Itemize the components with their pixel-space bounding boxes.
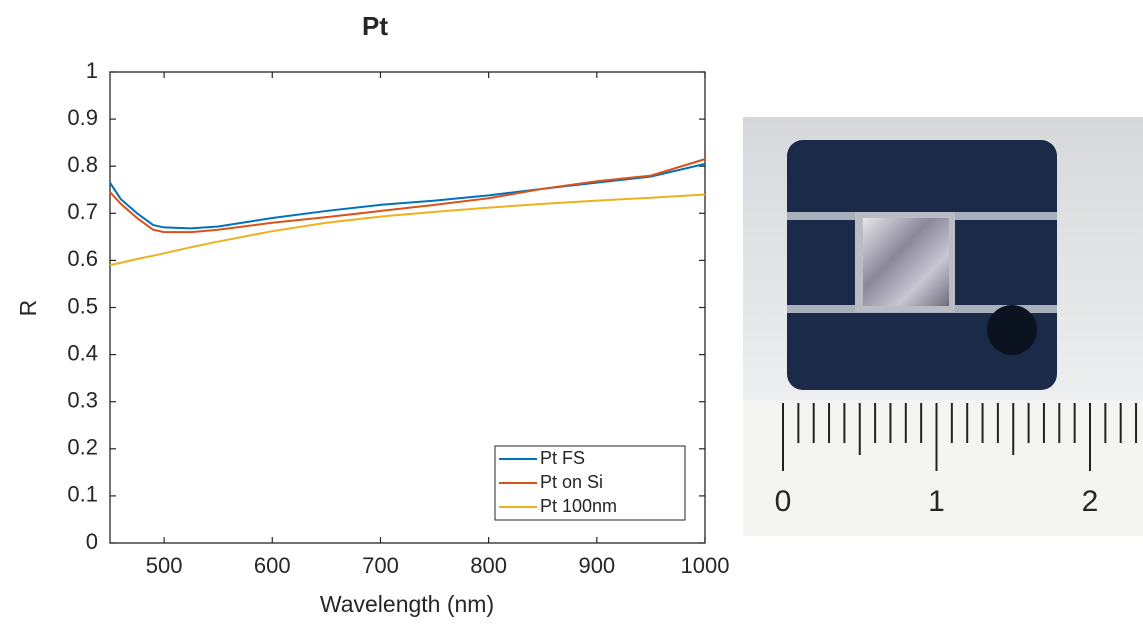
ruler bbox=[743, 400, 1143, 536]
x-tick-label: 1000 bbox=[681, 553, 730, 578]
series-line bbox=[109, 158, 706, 234]
ruler-label: 1 bbox=[928, 485, 945, 518]
ruler-label: 0 bbox=[775, 485, 792, 518]
x-tick-label: 900 bbox=[578, 553, 615, 578]
y-tick-label: 0.5 bbox=[67, 293, 98, 318]
dark-spot bbox=[987, 305, 1037, 355]
x-tick-label: 700 bbox=[362, 553, 399, 578]
y-tick-label: 0.6 bbox=[67, 246, 98, 271]
y-tick-label: 0.7 bbox=[67, 199, 98, 224]
photo: 0 1 2 bbox=[743, 117, 1143, 536]
y-tick-label: 1 bbox=[86, 58, 98, 83]
y-tick-label: 0.1 bbox=[67, 482, 98, 507]
y-tick-label: 0.8 bbox=[67, 152, 98, 177]
y-tick-label: 0 bbox=[86, 529, 98, 554]
y-tick-label: 0.2 bbox=[67, 435, 98, 460]
x-axis-label: Wavelength (nm) bbox=[320, 591, 494, 617]
pt-film bbox=[863, 218, 949, 306]
series-line bbox=[109, 193, 706, 267]
chart-title: Pt bbox=[362, 11, 388, 41]
x-tick-label: 800 bbox=[470, 553, 507, 578]
ruler-label: 2 bbox=[1082, 485, 1099, 518]
y-tick-label: 0.4 bbox=[67, 340, 98, 365]
x-tick-label: 500 bbox=[146, 553, 183, 578]
x-tick-label: 600 bbox=[254, 553, 291, 578]
y-tick-label: 0.9 bbox=[67, 105, 98, 130]
legend-label: Pt on Si bbox=[540, 472, 603, 492]
y-axis-label: R bbox=[15, 300, 41, 317]
legend-label: Pt FS bbox=[540, 448, 585, 468]
legend-label: Pt 100nm bbox=[540, 496, 617, 516]
legend: Pt FS Pt on Si Pt 100nm bbox=[494, 445, 686, 521]
y-tick-label: 0.3 bbox=[67, 388, 98, 413]
ruler-ticks: 0 1 2 bbox=[775, 403, 1138, 518]
